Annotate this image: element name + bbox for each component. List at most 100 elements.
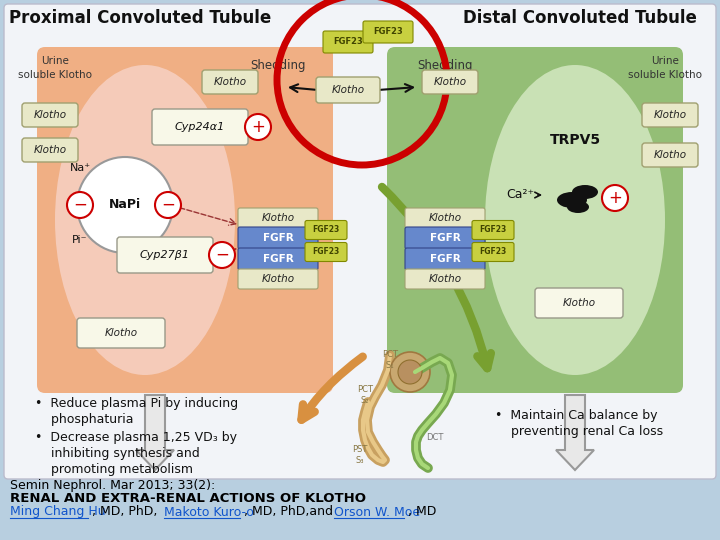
Text: Na⁺: Na⁺	[69, 163, 91, 173]
FancyBboxPatch shape	[422, 70, 478, 94]
FancyBboxPatch shape	[238, 269, 318, 289]
Text: Klotho: Klotho	[428, 274, 462, 284]
Text: Shedding: Shedding	[418, 58, 473, 71]
Text: Klotho: Klotho	[261, 274, 294, 284]
Ellipse shape	[55, 65, 235, 375]
Text: DCT: DCT	[426, 434, 444, 442]
Text: FGF23: FGF23	[480, 226, 507, 234]
Text: FGFR: FGFR	[430, 254, 460, 264]
FancyBboxPatch shape	[202, 70, 258, 94]
FancyBboxPatch shape	[238, 248, 318, 270]
Text: RENAL AND EXTRA-RENAL ACTIONS OF KLOTHO: RENAL AND EXTRA-RENAL ACTIONS OF KLOTHO	[10, 491, 366, 504]
FancyArrow shape	[556, 395, 594, 470]
Text: , MD, PhD,: , MD, PhD,	[92, 505, 161, 518]
Text: , MD, PhD,and: , MD, PhD,and	[244, 505, 337, 518]
Text: +: +	[608, 189, 622, 207]
Text: Semin Nephrol. Mar 2013; 33(2):: Semin Nephrol. Mar 2013; 33(2):	[10, 480, 215, 492]
FancyBboxPatch shape	[238, 227, 318, 249]
Text: Klotho: Klotho	[428, 213, 462, 223]
Circle shape	[155, 192, 181, 218]
Text: TRPV5: TRPV5	[549, 133, 600, 147]
Text: phosphaturia: phosphaturia	[35, 414, 133, 427]
Text: Urine
soluble Klotho: Urine soluble Klotho	[628, 56, 702, 79]
FancyBboxPatch shape	[117, 237, 213, 273]
Text: Klotho: Klotho	[33, 145, 66, 155]
Text: PCT
S₂: PCT S₂	[357, 385, 373, 405]
Text: Klotho: Klotho	[433, 77, 467, 87]
Text: PST
S₃: PST S₃	[352, 445, 368, 465]
Text: Pi⁻: Pi⁻	[72, 235, 88, 245]
Text: Klotho: Klotho	[654, 150, 687, 160]
Text: −: −	[215, 246, 229, 264]
Text: Klotho: Klotho	[654, 110, 687, 120]
FancyBboxPatch shape	[305, 242, 347, 261]
Circle shape	[245, 114, 271, 140]
Text: Klotho: Klotho	[562, 298, 595, 308]
Text: Distal Convoluted Tubule: Distal Convoluted Tubule	[463, 9, 697, 27]
Circle shape	[602, 185, 628, 211]
Text: FGF23: FGF23	[312, 226, 340, 234]
Text: Klotho: Klotho	[213, 77, 246, 87]
Text: preventing renal Ca loss: preventing renal Ca loss	[495, 426, 663, 438]
Ellipse shape	[572, 185, 598, 199]
Text: Makoto Kuro-o: Makoto Kuro-o	[164, 505, 254, 518]
Text: −: −	[161, 196, 175, 214]
FancyBboxPatch shape	[323, 31, 373, 53]
FancyBboxPatch shape	[37, 47, 333, 393]
FancyBboxPatch shape	[535, 288, 623, 318]
Text: Klotho: Klotho	[261, 213, 294, 223]
FancyBboxPatch shape	[305, 220, 347, 240]
FancyBboxPatch shape	[387, 47, 683, 393]
Text: •  Reduce plasma Pi by inducing: • Reduce plasma Pi by inducing	[35, 397, 238, 410]
Text: inhibiting synthesis and: inhibiting synthesis and	[35, 448, 199, 461]
FancyBboxPatch shape	[405, 208, 485, 228]
Text: Klotho: Klotho	[331, 85, 364, 95]
Circle shape	[67, 192, 93, 218]
Text: −: −	[73, 196, 87, 214]
Text: NaPi: NaPi	[109, 199, 141, 212]
Text: FGF23: FGF23	[373, 28, 403, 37]
FancyBboxPatch shape	[472, 242, 514, 261]
Text: Cyp24α1: Cyp24α1	[175, 122, 225, 132]
Text: , MD: , MD	[408, 505, 436, 518]
FancyBboxPatch shape	[238, 208, 318, 228]
Text: FGF23: FGF23	[312, 247, 340, 256]
Text: promoting metabolism: promoting metabolism	[35, 463, 193, 476]
Text: FGFR: FGFR	[263, 254, 293, 264]
Circle shape	[390, 352, 430, 392]
Text: FGF23: FGF23	[333, 37, 363, 46]
FancyBboxPatch shape	[4, 4, 716, 479]
Circle shape	[398, 360, 422, 384]
Ellipse shape	[567, 201, 589, 213]
Text: •  Decrease plasma 1,25 VD₃ by: • Decrease plasma 1,25 VD₃ by	[35, 431, 237, 444]
Text: Cyp27β1: Cyp27β1	[140, 250, 190, 260]
Text: FGFR: FGFR	[263, 233, 293, 243]
FancyBboxPatch shape	[363, 21, 413, 43]
Text: FGFR: FGFR	[430, 233, 460, 243]
FancyBboxPatch shape	[642, 103, 698, 127]
Text: Ca²⁺: Ca²⁺	[506, 188, 534, 201]
Text: Proximal Convoluted Tubule: Proximal Convoluted Tubule	[9, 9, 271, 27]
Text: Klotho: Klotho	[33, 110, 66, 120]
Circle shape	[209, 242, 235, 268]
FancyBboxPatch shape	[642, 143, 698, 167]
Ellipse shape	[485, 65, 665, 375]
Text: FGF23: FGF23	[480, 247, 507, 256]
FancyArrow shape	[136, 395, 174, 470]
Text: Urine
soluble Klotho: Urine soluble Klotho	[18, 56, 92, 79]
FancyBboxPatch shape	[77, 318, 165, 348]
FancyBboxPatch shape	[316, 77, 380, 103]
FancyBboxPatch shape	[405, 269, 485, 289]
Text: Shedding: Shedding	[251, 58, 306, 71]
Text: •  Maintain Ca balance by: • Maintain Ca balance by	[495, 408, 657, 422]
Text: Ming Chang Hu: Ming Chang Hu	[10, 505, 106, 518]
Text: PCT
S₁: PCT S₁	[382, 350, 398, 370]
FancyBboxPatch shape	[22, 138, 78, 162]
FancyBboxPatch shape	[405, 248, 485, 270]
Text: Klotho: Klotho	[104, 328, 138, 338]
FancyBboxPatch shape	[472, 220, 514, 240]
Circle shape	[77, 157, 173, 253]
FancyBboxPatch shape	[405, 227, 485, 249]
Ellipse shape	[557, 192, 587, 208]
FancyBboxPatch shape	[152, 109, 248, 145]
